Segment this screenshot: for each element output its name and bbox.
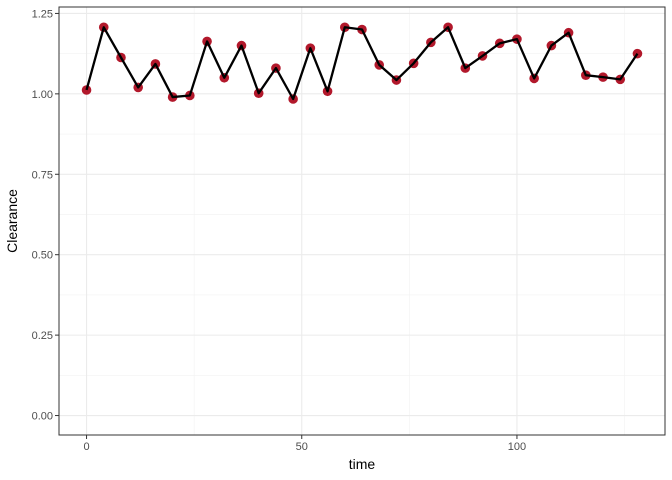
- x-tick-label: 50: [296, 441, 308, 453]
- panel-border: [58, 6, 666, 436]
- x-tick-label: 0: [83, 441, 89, 453]
- major-gridlines: [59, 7, 665, 435]
- y-tick-label: 0.50: [32, 250, 53, 262]
- x-tick-label: 100: [508, 441, 526, 453]
- y-tick-label: 1.00: [32, 89, 53, 101]
- y-axis: 0.00 0.25 0.50 0.75 1.00 1.25: [32, 8, 59, 423]
- y-tick-label: 0.25: [32, 330, 53, 342]
- y-axis-title: Clearance: [4, 189, 20, 253]
- panel-background: [59, 7, 665, 435]
- y-tick-label: 0.00: [32, 411, 53, 423]
- series-line: [85, 26, 639, 101]
- y-tick-label: 0.75: [32, 169, 53, 181]
- x-axis: 0 50 100: [83, 435, 526, 453]
- y-tick-label: 1.25: [32, 8, 53, 20]
- data-point: [81, 85, 92, 95]
- x-axis-title: time: [349, 456, 376, 472]
- series-line-group: [85, 26, 639, 101]
